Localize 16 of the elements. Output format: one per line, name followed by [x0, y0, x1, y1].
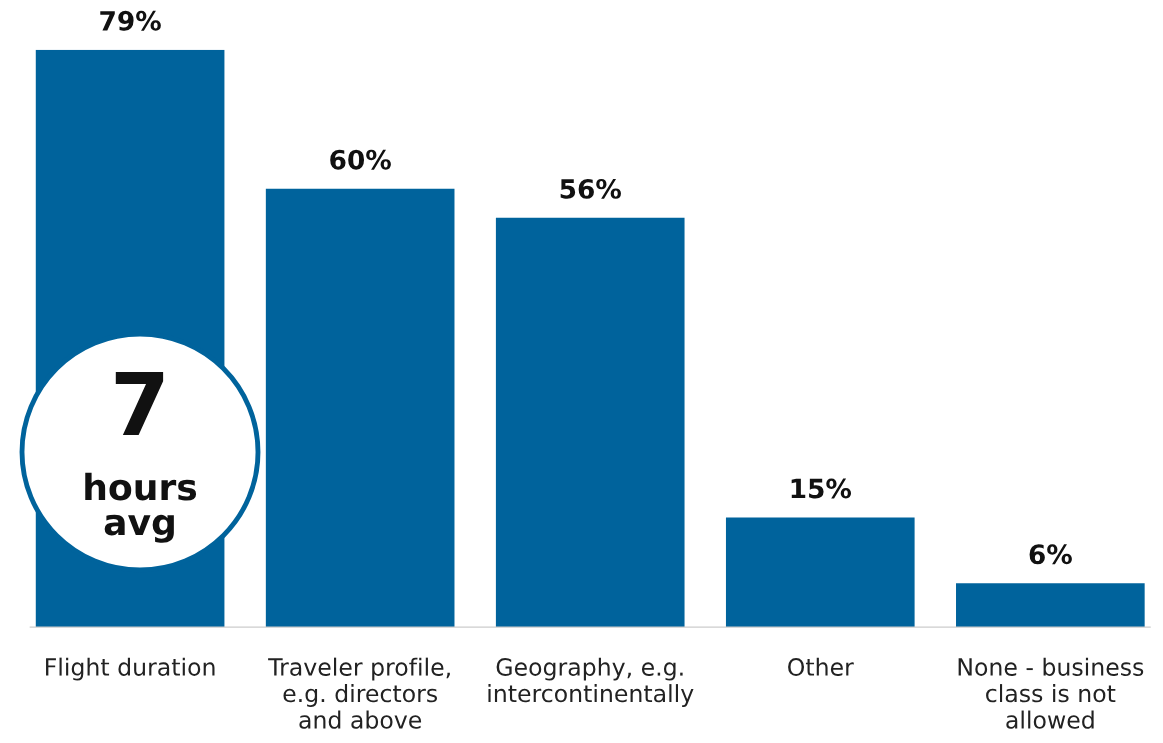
bar [725, 517, 915, 628]
bar [956, 583, 1145, 628]
x-tick-label: None - business class is not allowed [958, 657, 1144, 729]
bar [495, 217, 685, 628]
data-label: 60% [330, 149, 391, 170]
bar [265, 188, 455, 628]
data-label: 79% [100, 10, 161, 31]
annotation: 7 [115, 372, 164, 435]
data-label: 6% [1029, 544, 1072, 565]
annotation: hours avg [85, 472, 197, 543]
x-tick-label: Flight duration [46, 657, 215, 681]
data-label: 56% [560, 178, 621, 199]
data-label: 15% [791, 478, 852, 499]
x-tick-label: Traveler profile, e.g. directors and above [268, 657, 450, 729]
x-tick-label: Other [788, 657, 854, 676]
x-tick-label: Geography, e.g. intercontinentally [488, 657, 694, 707]
